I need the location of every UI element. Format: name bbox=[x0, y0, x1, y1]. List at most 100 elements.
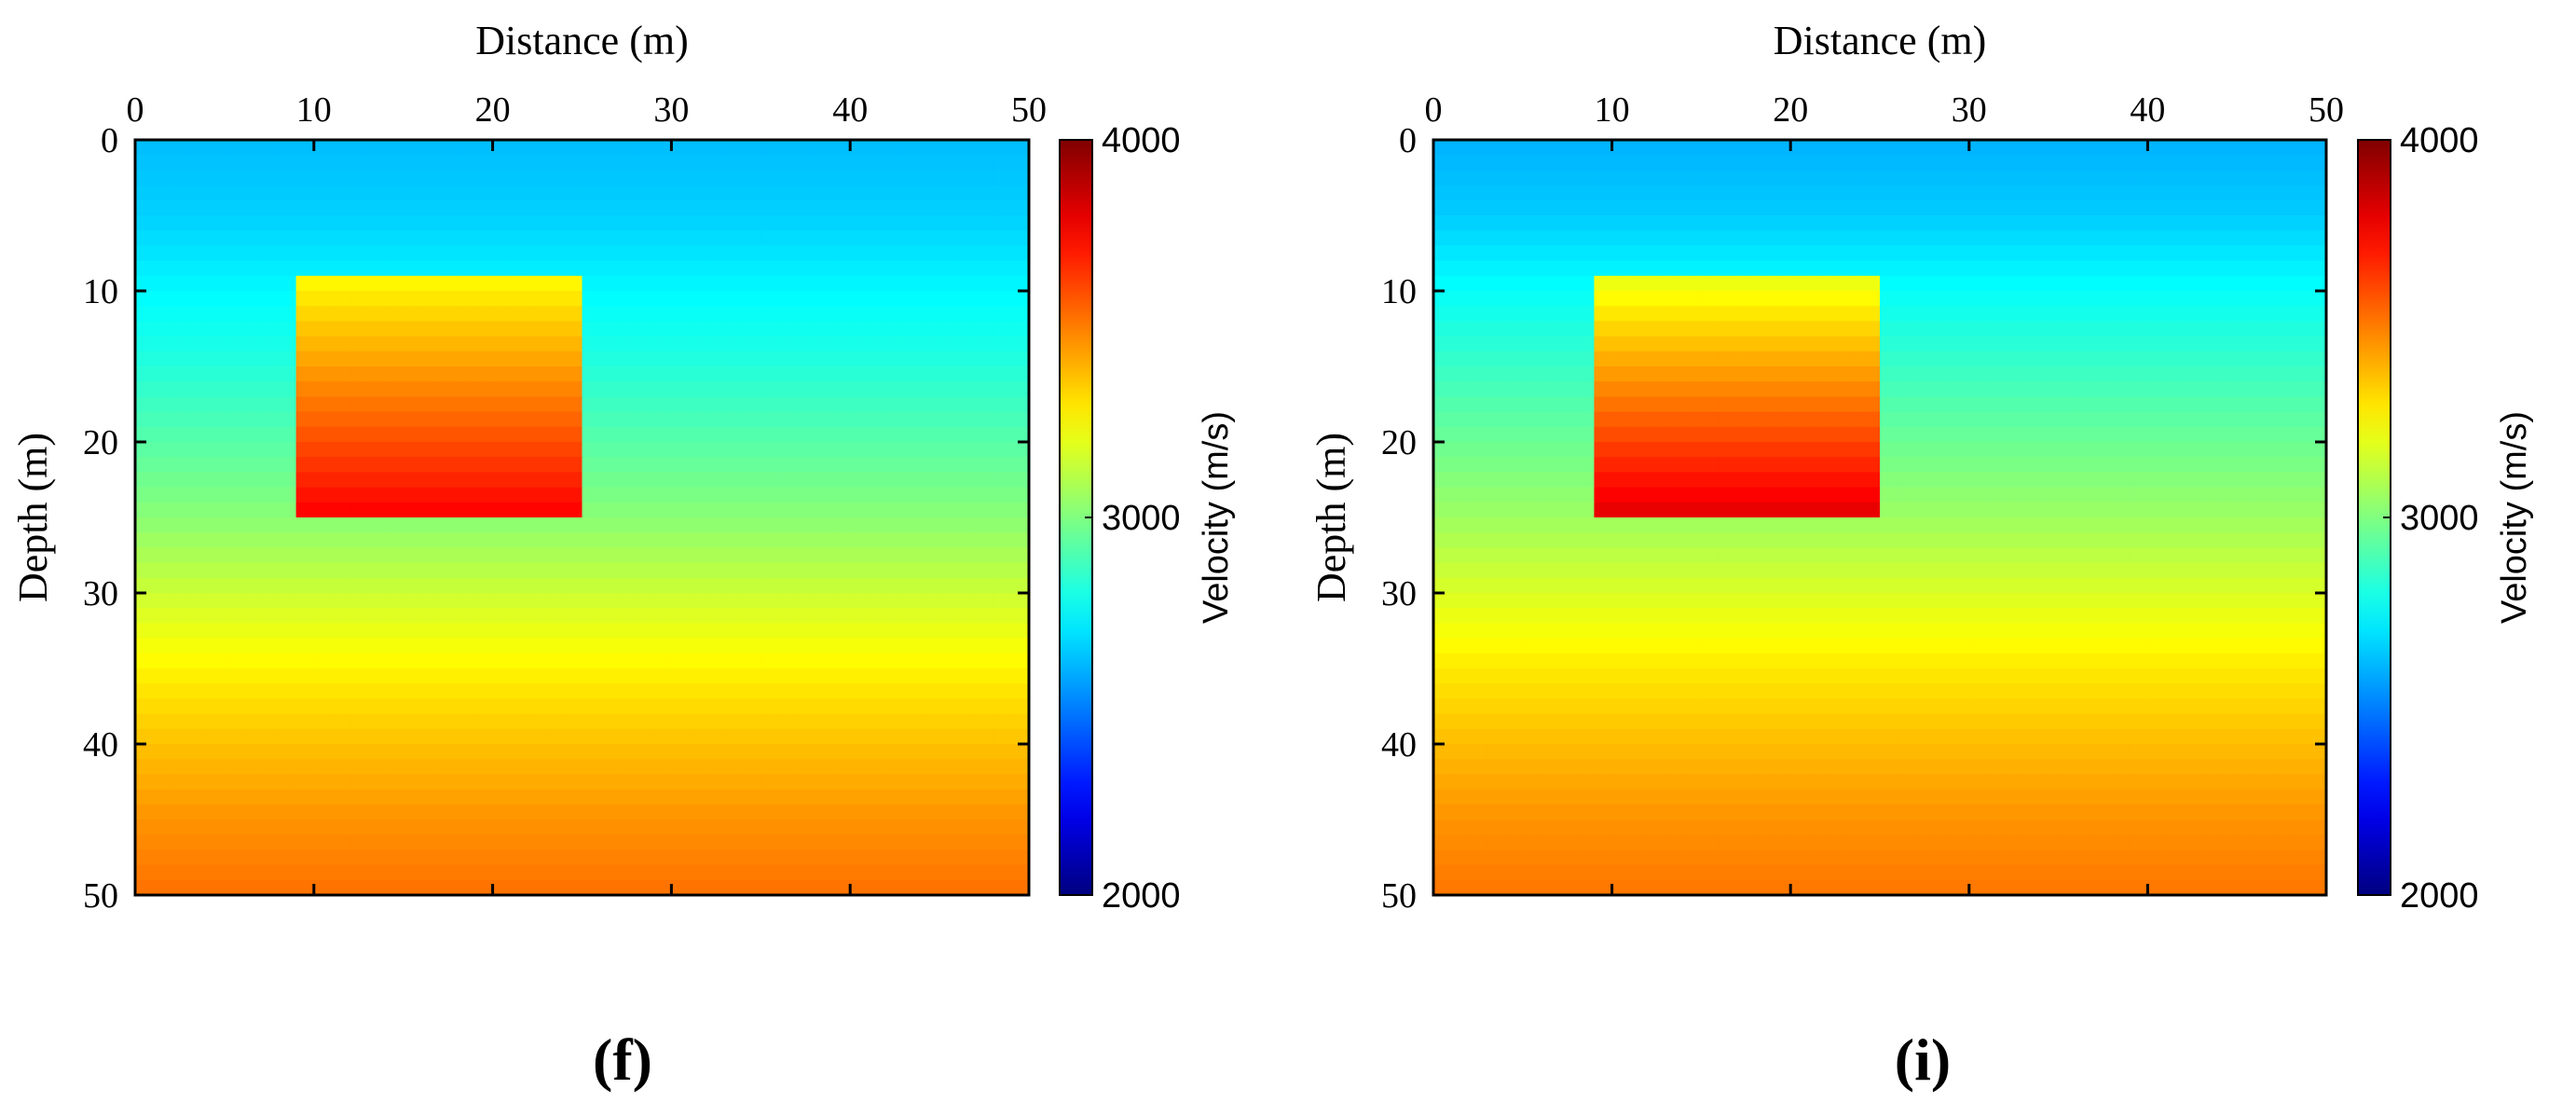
heatmap-cell bbox=[1611, 306, 1631, 322]
heatmap-cell bbox=[260, 517, 280, 533]
heatmap-cell bbox=[1665, 291, 1684, 307]
heatmap-cell bbox=[1683, 864, 1702, 881]
heatmap-cell bbox=[1558, 728, 1577, 745]
heatmap-cell bbox=[2254, 472, 2274, 489]
heatmap-cell bbox=[796, 442, 815, 458]
heatmap-cell bbox=[1915, 804, 1935, 820]
heatmap-cell bbox=[1880, 789, 1898, 806]
heatmap-cell bbox=[2183, 834, 2202, 850]
heatmap-cell bbox=[510, 698, 529, 715]
heatmap-cell bbox=[492, 200, 512, 216]
heatmap-cell bbox=[1968, 245, 1988, 262]
heatmap-cell bbox=[528, 653, 547, 669]
heatmap-cell bbox=[2219, 215, 2238, 231]
heatmap-cell bbox=[814, 820, 833, 835]
heatmap-cell bbox=[331, 668, 350, 684]
heatmap-cell bbox=[510, 366, 529, 382]
heatmap-cell bbox=[1540, 260, 1559, 277]
heatmap-cell bbox=[1880, 442, 1898, 458]
heatmap-cell bbox=[135, 517, 154, 533]
heatmap-cell bbox=[2076, 789, 2095, 806]
heatmap-cell bbox=[778, 411, 798, 428]
heatmap-cell bbox=[760, 336, 780, 352]
heatmap-cell bbox=[260, 849, 280, 866]
heatmap-cell bbox=[796, 864, 815, 881]
heatmap-cell bbox=[1558, 517, 1577, 533]
heatmap-cell bbox=[1522, 487, 1541, 503]
heatmap-cell bbox=[868, 442, 887, 458]
heatmap-cell bbox=[2308, 547, 2327, 564]
heatmap-cell bbox=[188, 517, 208, 533]
heatmap-cell bbox=[1736, 260, 1756, 277]
heatmap-cell bbox=[474, 820, 494, 835]
heatmap-cell bbox=[868, 140, 887, 156]
heatmap-cell bbox=[1861, 789, 1881, 806]
heatmap-cell bbox=[1451, 728, 1470, 745]
heatmap-cell bbox=[1576, 744, 1596, 760]
heatmap-cell bbox=[564, 396, 583, 413]
heatmap-cell bbox=[885, 426, 905, 443]
heatmap-cell bbox=[457, 759, 476, 775]
heatmap-cell bbox=[1469, 653, 1488, 669]
heatmap-cell bbox=[2165, 321, 2185, 338]
heatmap-cell bbox=[1540, 683, 1559, 699]
heatmap-cell bbox=[671, 577, 691, 594]
heatmap-cell bbox=[903, 698, 923, 715]
heatmap-cell bbox=[474, 185, 494, 201]
heatmap-cell bbox=[1790, 759, 1809, 775]
heatmap-cell bbox=[1736, 306, 1756, 322]
heatmap-cell bbox=[1433, 381, 1452, 397]
heatmap-cell bbox=[2254, 381, 2274, 397]
heatmap-cell bbox=[743, 200, 761, 216]
heatmap-cell bbox=[1701, 472, 1720, 489]
heatmap-cell bbox=[278, 351, 297, 367]
heatmap-cell bbox=[582, 336, 601, 352]
heatmap-cell bbox=[2272, 215, 2292, 231]
heatmap-cell bbox=[599, 638, 619, 654]
heatmap-cell bbox=[457, 336, 476, 352]
heatmap-cell bbox=[2112, 608, 2131, 624]
heatmap-cell bbox=[1469, 291, 1488, 307]
heatmap-cell bbox=[474, 638, 494, 654]
heatmap-cell bbox=[2165, 170, 2185, 186]
heatmap-cell bbox=[2290, 623, 2309, 640]
heatmap-cell bbox=[1522, 820, 1541, 835]
heatmap-cell bbox=[993, 593, 1012, 609]
heatmap-cell bbox=[1647, 547, 1666, 564]
heatmap-cell bbox=[2165, 547, 2185, 564]
heatmap-cell bbox=[1880, 698, 1898, 715]
heatmap-cell bbox=[171, 426, 190, 443]
heatmap-cell bbox=[1933, 291, 1953, 307]
heatmap-cell bbox=[760, 623, 780, 640]
heatmap-cell bbox=[636, 547, 654, 564]
heatmap-cell bbox=[2130, 170, 2148, 186]
heatmap-cell bbox=[1469, 230, 1488, 246]
heatmap-cell bbox=[1754, 351, 1774, 367]
heatmap-cell bbox=[367, 683, 387, 699]
heatmap-cell bbox=[743, 593, 761, 609]
heatmap-cell bbox=[743, 638, 761, 654]
heatmap-cell bbox=[2130, 759, 2148, 775]
heatmap-cell bbox=[474, 879, 494, 896]
heatmap-cell bbox=[528, 155, 547, 171]
heatmap-cell bbox=[295, 381, 315, 397]
heatmap-cell bbox=[1898, 547, 1916, 564]
heatmap-cell bbox=[1469, 260, 1488, 277]
heatmap-cell bbox=[2022, 275, 2042, 292]
heatmap-cell bbox=[760, 820, 780, 835]
heatmap-cell bbox=[2219, 366, 2238, 382]
heatmap-cell bbox=[278, 185, 297, 201]
heatmap-cell bbox=[1647, 140, 1666, 156]
heatmap-cell bbox=[653, 260, 672, 277]
heatmap-cell bbox=[2183, 366, 2202, 382]
heatmap-cell bbox=[2290, 683, 2309, 699]
heatmap-cell bbox=[921, 547, 940, 564]
heatmap-cell bbox=[1594, 411, 1613, 428]
heatmap-cell bbox=[689, 351, 708, 367]
heatmap-cell bbox=[2005, 487, 2023, 503]
heatmap-cell bbox=[2130, 185, 2148, 201]
heatmap-cell bbox=[706, 744, 726, 760]
heatmap-cell bbox=[2058, 487, 2077, 503]
heatmap-cell bbox=[2005, 411, 2023, 428]
heatmap-cell bbox=[153, 230, 171, 246]
